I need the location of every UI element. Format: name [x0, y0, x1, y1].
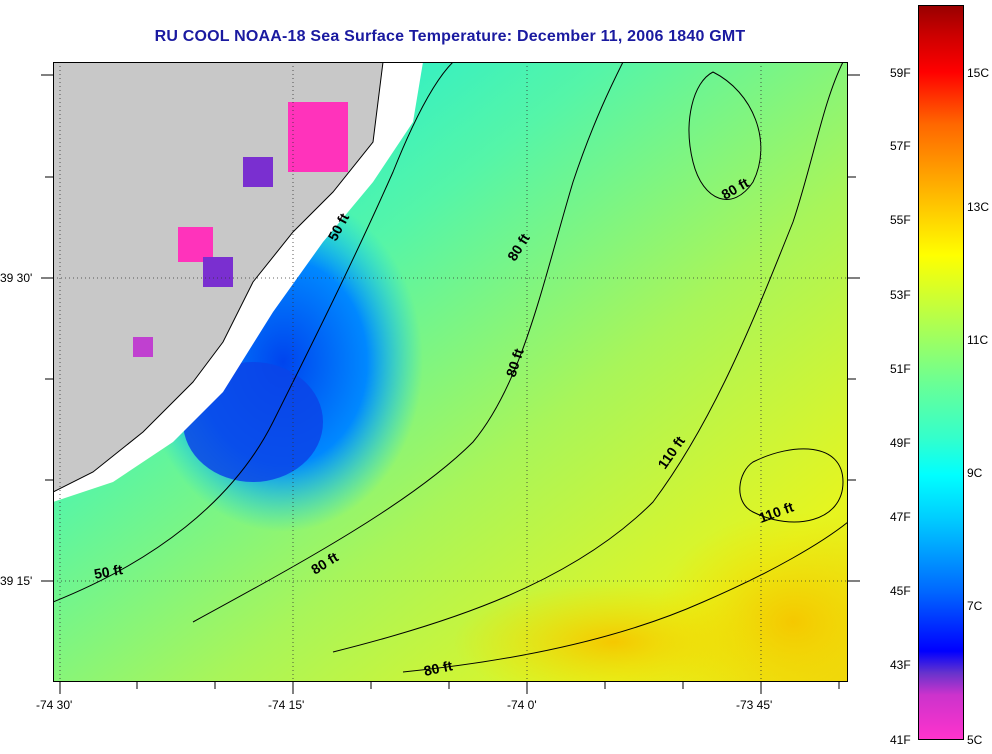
contour-label-80ft-bottom: 80 ft — [422, 657, 454, 679]
colorbar-f-label-45: 45F — [890, 584, 911, 598]
contour-110ft — [332, 62, 844, 653]
map-title: RU COOL NOAA-18 Sea Surface Temperature:… — [154, 28, 746, 45]
contour-110ft-blob — [739, 448, 844, 523]
colorbar-f-label-41: 41F — [890, 733, 911, 747]
warm-bay-patch-2 — [243, 157, 273, 187]
y-tick-label-1: 39 30' — [0, 271, 33, 285]
colorbar-f-label-55: 55F — [890, 213, 911, 227]
warm-bay-patch-4 — [203, 257, 233, 287]
colorbar-f-label-43: 43F — [890, 658, 911, 672]
contour-deep-south — [402, 521, 848, 673]
warm-bay-patch-3 — [178, 227, 213, 262]
x-tick-label-1: -74 30' — [36, 698, 73, 712]
colorbar-c-label-13: 13C — [967, 200, 990, 214]
x-tick-label-2: -74 15' — [268, 698, 305, 712]
contour-80ft — [192, 62, 624, 623]
colorbar-c-label-7: 7C — [967, 599, 983, 613]
y-tick-label-2: 39 15' — [0, 574, 33, 588]
colorbar-c-label-9: 9C — [967, 466, 983, 480]
x-tick-label-3: -74 0' — [507, 698, 537, 712]
contour-80ft-blob — [688, 71, 762, 200]
colorbar-f-label-47: 47F — [890, 510, 911, 524]
warm-bay-patch-5 — [133, 337, 153, 357]
temperature-colorbar — [918, 5, 964, 740]
colorbar-f-label-59: 59F — [890, 66, 911, 80]
contour-label-50ft-south: 50 ft — [93, 561, 124, 582]
contour-50ft-inner — [53, 62, 454, 603]
colorbar-c-label-11: 11C — [967, 333, 989, 347]
colorbar-f-label-51: 51F — [890, 362, 911, 376]
colorbar-f-label-49: 49F — [890, 436, 911, 450]
x-tick-label-4: -73 45' — [736, 698, 773, 712]
colorbar-c-label-5: 5C — [967, 733, 983, 747]
sst-map: 50 ft 80 ft 80 ft 80 ft 110 ft 110 ft 80… — [53, 62, 848, 682]
warm-water-patch-2 — [453, 582, 773, 682]
warm-bay-patch-1 — [288, 102, 348, 172]
map-frame — [53, 62, 848, 682]
colorbar-f-label-57: 57F — [890, 139, 911, 153]
colorbar-c-label-15: 15C — [967, 66, 990, 80]
colorbar-f-label-53: 53F — [890, 288, 911, 302]
